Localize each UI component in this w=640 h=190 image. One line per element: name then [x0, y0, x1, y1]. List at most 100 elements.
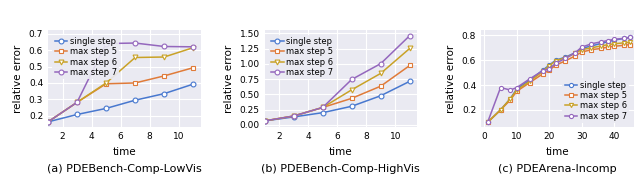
max step 5 — [572, 55, 579, 57]
single step — [497, 109, 504, 111]
max step 7 — [545, 68, 553, 70]
single step — [604, 41, 611, 43]
single step — [260, 120, 268, 122]
max step 6 — [526, 80, 534, 82]
max step 7 — [539, 70, 547, 72]
max step 5 — [539, 73, 547, 75]
single step — [348, 105, 356, 107]
max step 5 — [513, 90, 520, 92]
max step 5 — [348, 97, 356, 100]
max step 5 — [260, 120, 268, 122]
Line: max step 7: max step 7 — [45, 41, 196, 124]
Y-axis label: relative error: relative error — [13, 45, 23, 113]
single step — [484, 121, 492, 124]
max step 7 — [526, 78, 534, 80]
max step 5 — [161, 75, 168, 77]
max step 6 — [102, 82, 110, 84]
Legend: single step, max step 5, max step 6, max step 7: single step, max step 5, max step 6, max… — [563, 78, 629, 123]
single step — [406, 80, 413, 82]
max step 7 — [131, 42, 139, 44]
max step 5 — [319, 106, 326, 109]
single step — [131, 99, 139, 101]
max step 6 — [189, 47, 197, 49]
single step — [545, 64, 553, 66]
max step 6 — [620, 42, 628, 44]
Line: max step 5: max step 5 — [45, 65, 196, 124]
X-axis label: time: time — [113, 147, 136, 157]
single step — [513, 88, 520, 90]
max step 7 — [597, 41, 605, 43]
max step 5 — [562, 60, 570, 62]
max step 6 — [348, 89, 356, 91]
max step 6 — [597, 45, 605, 47]
max step 6 — [484, 121, 492, 124]
single step — [572, 52, 579, 54]
max step 5 — [552, 64, 559, 66]
max step 7 — [406, 34, 413, 37]
max step 6 — [513, 89, 520, 91]
single step — [44, 121, 52, 123]
max step 7 — [604, 40, 611, 42]
single step — [102, 107, 110, 110]
max step 7 — [562, 57, 570, 59]
Legend: single step, max step 5, max step 6, max step 7: single step, max step 5, max step 6, max… — [269, 35, 336, 79]
max step 6 — [572, 52, 579, 55]
max step 7 — [588, 43, 595, 45]
max step 6 — [604, 44, 611, 46]
single step — [539, 69, 547, 71]
max step 5 — [627, 44, 634, 46]
single step — [578, 47, 586, 50]
max step 6 — [552, 60, 559, 62]
single step — [620, 37, 628, 40]
max step 6 — [539, 70, 547, 73]
Text: (c) PDEArena-Incomp: (c) PDEArena-Incomp — [498, 164, 617, 174]
max step 6 — [319, 106, 326, 109]
single step — [588, 45, 595, 47]
max step 6 — [545, 65, 553, 67]
max step 5 — [189, 66, 197, 69]
max step 7 — [611, 38, 618, 40]
max step 5 — [131, 82, 139, 84]
max step 6 — [377, 72, 385, 74]
max step 7 — [44, 121, 52, 123]
Line: single step: single step — [45, 82, 196, 124]
max step 6 — [578, 48, 586, 51]
Line: single step: single step — [486, 35, 632, 124]
max step 7 — [513, 86, 520, 89]
max step 7 — [290, 115, 298, 117]
max step 5 — [611, 45, 618, 48]
max step 7 — [497, 86, 504, 89]
max step 5 — [597, 47, 605, 50]
max step 7 — [189, 46, 197, 48]
max step 7 — [260, 120, 268, 122]
single step — [319, 112, 326, 114]
max step 5 — [73, 101, 81, 104]
single step — [526, 79, 534, 81]
single step — [552, 59, 559, 61]
Y-axis label: relative error: relative error — [446, 45, 456, 113]
max step 7 — [572, 52, 579, 54]
max step 5 — [588, 48, 595, 51]
max step 6 — [73, 101, 81, 104]
max step 5 — [484, 121, 492, 124]
max step 6 — [290, 115, 298, 117]
max step 5 — [44, 121, 52, 123]
Line: max step 7: max step 7 — [262, 33, 412, 123]
single step — [611, 39, 618, 41]
max step 6 — [627, 41, 634, 43]
single step — [627, 36, 634, 38]
single step — [161, 93, 168, 95]
max step 7 — [506, 89, 514, 91]
Line: max step 5: max step 5 — [262, 63, 412, 123]
max step 5 — [497, 109, 504, 111]
max step 6 — [44, 121, 52, 123]
Line: max step 5: max step 5 — [486, 43, 632, 124]
Line: max step 6: max step 6 — [486, 40, 632, 124]
Line: single step: single step — [262, 79, 412, 123]
max step 7 — [319, 106, 326, 109]
X-axis label: time: time — [545, 147, 569, 157]
max step 7 — [578, 46, 586, 48]
max step 7 — [348, 78, 356, 81]
max step 6 — [131, 56, 139, 59]
max step 6 — [497, 109, 504, 111]
